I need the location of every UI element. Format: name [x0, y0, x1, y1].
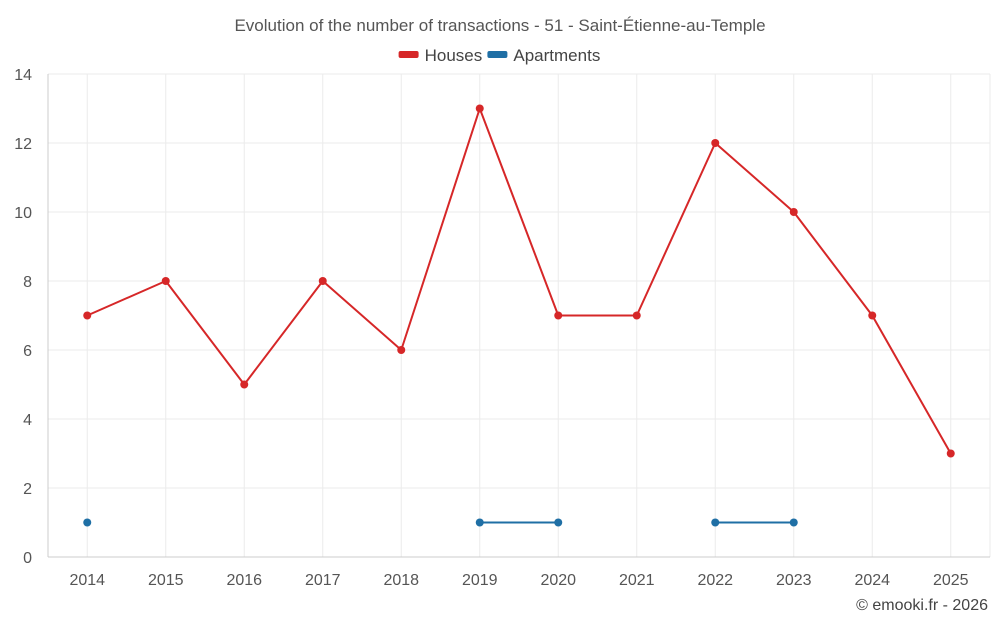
- legend-label: Apartments: [513, 46, 600, 65]
- y-tick-label: 12: [14, 136, 32, 153]
- y-tick-label: 6: [23, 343, 32, 360]
- y-tick-label: 10: [14, 205, 32, 222]
- x-tick-label: 2022: [697, 572, 733, 589]
- houses-line-segment: [478, 107, 560, 317]
- apartments-point[interactable]: [475, 518, 484, 527]
- apartments-point[interactable]: [789, 518, 798, 527]
- houses-line-segment: [243, 280, 324, 386]
- houses-point[interactable]: [161, 277, 170, 285]
- legend-item-houses[interactable]: Houses: [398, 46, 483, 65]
- y-tick-label: 4: [23, 412, 32, 429]
- houses-line-segment: [400, 107, 481, 351]
- x-tick-label: 2016: [226, 572, 262, 589]
- legend-label: Houses: [425, 46, 483, 65]
- legend-swatch: [487, 51, 508, 58]
- houses-point[interactable]: [946, 449, 955, 458]
- legend-swatch: [398, 51, 419, 58]
- x-tick-label: 2025: [933, 572, 969, 589]
- x-tick-label: 2017: [305, 572, 341, 589]
- series-apartments: [83, 518, 798, 527]
- houses-point[interactable]: [711, 139, 720, 147]
- credit-text: © emooki.fr - 2026: [856, 597, 988, 614]
- legend: Houses Apartments: [398, 46, 600, 65]
- axes: 0 2 4 6 8 10 12 14 2014 2015 2016 2017 2018 2019 2020 2…: [14, 67, 991, 589]
- y-tick-label: 8: [23, 274, 32, 291]
- houses-point[interactable]: [789, 208, 798, 216]
- houses-line-segment: [86, 280, 167, 317]
- houses-point[interactable]: [475, 104, 484, 113]
- apartments-point[interactable]: [711, 518, 720, 527]
- apartments-point[interactable]: [554, 518, 563, 527]
- x-tick-label: 2014: [69, 572, 105, 589]
- houses-line-segment: [635, 142, 717, 317]
- x-tick-label: 2020: [540, 572, 576, 589]
- x-tick-label: 2023: [776, 572, 812, 589]
- x-tick-label: 2019: [462, 572, 498, 589]
- houses-line-segment: [792, 211, 874, 317]
- x-tick-label: 2024: [854, 572, 890, 589]
- grid: [48, 73, 990, 558]
- chart-title: Evolution of the number of transactions …: [234, 16, 765, 35]
- houses-point[interactable]: [318, 277, 327, 285]
- houses-point[interactable]: [554, 311, 563, 320]
- series: [83, 104, 955, 527]
- houses-point[interactable]: [83, 311, 92, 320]
- houses-line-segment: [164, 280, 246, 386]
- y-tick-label: 0: [23, 550, 32, 567]
- x-tick-label: 2018: [383, 572, 419, 589]
- apartments-point[interactable]: [83, 518, 92, 527]
- y-tick-label: 14: [14, 67, 32, 84]
- houses-line-segment: [321, 280, 403, 351]
- houses-point[interactable]: [632, 311, 641, 320]
- x-tick-label: 2021: [619, 572, 655, 589]
- houses-line-segment: [714, 142, 795, 213]
- x-tick-label: 2015: [148, 572, 184, 589]
- houses-point[interactable]: [397, 346, 406, 354]
- houses-point[interactable]: [240, 380, 249, 389]
- houses-point[interactable]: [868, 311, 877, 320]
- legend-item-apartments[interactable]: Apartments: [487, 46, 600, 65]
- houses-line-segment: [871, 314, 952, 455]
- series-houses: [83, 104, 955, 458]
- y-tick-label: 2: [23, 481, 32, 498]
